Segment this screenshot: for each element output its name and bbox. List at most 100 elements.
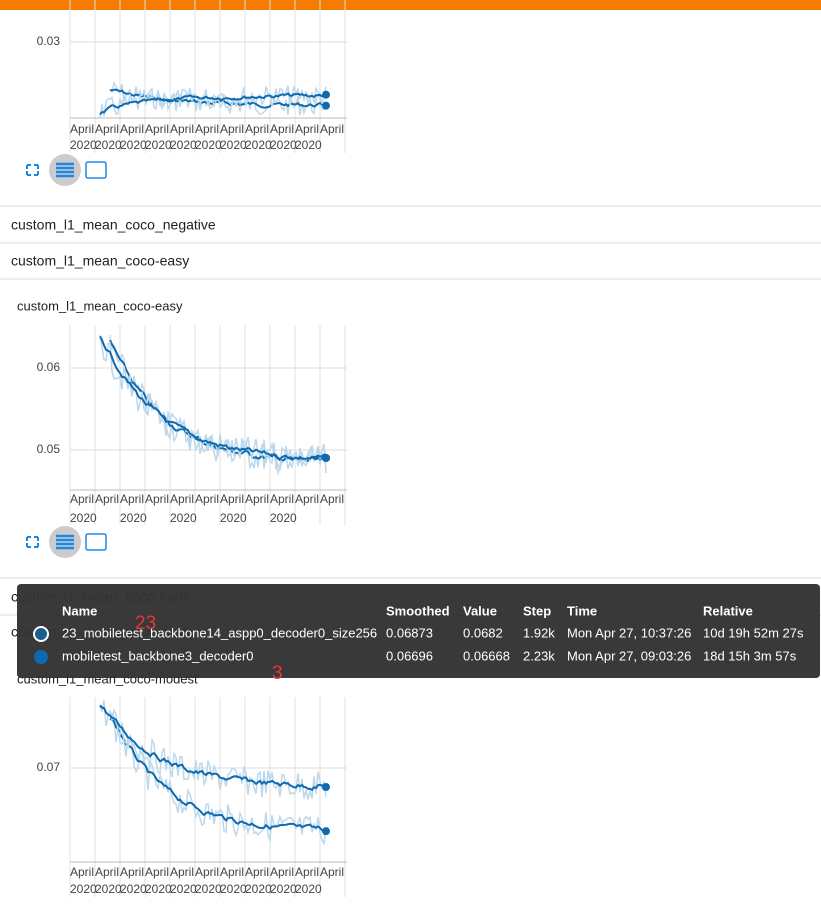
smoothed-line bbox=[99, 92, 327, 116]
x-year-label: 2020 bbox=[120, 511, 147, 525]
end-dot bbox=[322, 454, 330, 463]
y-tick-label: 0.05 bbox=[37, 442, 61, 456]
plot bbox=[99, 700, 327, 846]
plot bbox=[99, 334, 327, 476]
x-tick-label: April bbox=[145, 865, 169, 879]
x-year-label: 2020 bbox=[295, 138, 322, 152]
x-year-label: 2020 bbox=[245, 882, 272, 896]
x-tick-label: April bbox=[245, 865, 269, 879]
x-tick-label: April bbox=[245, 492, 269, 506]
tooltip-header: Value bbox=[463, 603, 497, 618]
x-year-label: 2020 bbox=[70, 138, 97, 152]
x-year-label: 2020 bbox=[120, 882, 147, 896]
fullscreen-icon[interactable] bbox=[26, 536, 39, 548]
x-year-label: 2020 bbox=[195, 882, 222, 896]
tooltip-cell: Mon Apr 27, 10:37:26 bbox=[567, 625, 691, 640]
x-tick-label: April bbox=[95, 122, 119, 136]
tooltip-cell: mobiletest_backbone3_decoder0 bbox=[62, 648, 254, 663]
x-tick-label: April bbox=[295, 865, 319, 879]
tooltip-cell: 18d 15h 3m 57s bbox=[703, 648, 797, 663]
tooltip-cell: 2.23k bbox=[523, 648, 555, 663]
x-tick-label: April bbox=[295, 492, 319, 506]
smoothed-line bbox=[99, 704, 327, 792]
tooltip-cell: 0.06668 bbox=[463, 648, 510, 663]
x-tick-label: April bbox=[295, 122, 319, 136]
x-tick-label: April bbox=[195, 122, 219, 136]
x-year-label: 2020 bbox=[245, 138, 272, 152]
x-year-label: 2020 bbox=[195, 138, 222, 152]
annotation: 3 bbox=[272, 663, 283, 684]
x-tick-label: April bbox=[270, 492, 294, 506]
toggle-bg[interactable] bbox=[49, 526, 81, 558]
x-year-label: 2020 bbox=[95, 138, 122, 152]
tooltip-cell: Mon Apr 27, 09:03:26 bbox=[567, 648, 691, 663]
x-year-label: 2020 bbox=[145, 882, 172, 896]
tooltip-header: Smoothed bbox=[386, 603, 450, 618]
x-year-label: 2020 bbox=[220, 511, 247, 525]
x-year-label: 2020 bbox=[95, 882, 122, 896]
y-tick-label: 0.06 bbox=[37, 360, 61, 374]
x-tick-label: April bbox=[120, 122, 144, 136]
x-tick-label: April bbox=[220, 492, 244, 506]
x-year-label: 2020 bbox=[270, 138, 297, 152]
end-dot bbox=[322, 783, 330, 792]
x-year-label: 2020 bbox=[270, 882, 297, 896]
x-tick-label: April bbox=[95, 865, 119, 879]
fit-icon[interactable] bbox=[85, 161, 107, 179]
end-dot bbox=[322, 90, 330, 99]
y-tick-label: 0.07 bbox=[37, 760, 61, 774]
annotation: 23 bbox=[135, 613, 156, 634]
lines-icon[interactable] bbox=[56, 534, 74, 550]
lines-icon[interactable] bbox=[56, 162, 74, 178]
tooltip-header: Step bbox=[523, 603, 551, 618]
tooltip-cell: 23_mobiletest_backbone14_aspp0_decoder0_… bbox=[62, 625, 377, 640]
raw-line bbox=[99, 85, 327, 118]
x-tick-label: April bbox=[170, 492, 194, 506]
x-tick-label: April bbox=[170, 865, 194, 879]
fullscreen-icon[interactable] bbox=[26, 164, 39, 176]
x-year-label: 2020 bbox=[170, 882, 197, 896]
plot bbox=[99, 81, 327, 118]
x-tick-label: April bbox=[145, 492, 169, 506]
x-tick-label: April bbox=[320, 865, 344, 879]
end-dot bbox=[322, 101, 330, 110]
x-year-label: 2020 bbox=[170, 138, 197, 152]
tooltip-header: Relative bbox=[703, 603, 753, 618]
raw-line bbox=[99, 335, 327, 474]
x-tick-label: April bbox=[170, 122, 194, 136]
top-bar bbox=[0, 0, 821, 10]
x-year-label: 2020 bbox=[145, 138, 172, 152]
x-year-label: 2020 bbox=[295, 882, 322, 896]
x-tick-label: April bbox=[195, 492, 219, 506]
x-tick-label: April bbox=[145, 122, 169, 136]
x-year-label: 2020 bbox=[70, 882, 97, 896]
tooltip-cell: 0.0682 bbox=[463, 625, 503, 640]
tooltip-cell: 10d 19h 52m 27s bbox=[703, 625, 804, 640]
card-title: custom_l1_mean_coco-easy bbox=[17, 298, 183, 313]
smoothed-line bbox=[109, 717, 327, 834]
x-tick-label: April bbox=[245, 122, 269, 136]
x-tick-label: April bbox=[120, 865, 144, 879]
x-year-label: 2020 bbox=[70, 511, 97, 525]
y-tick-label: 0.03 bbox=[37, 34, 61, 48]
x-year-label: 2020 bbox=[220, 138, 247, 152]
section-header[interactable]: custom_l1_mean_coco-easy bbox=[11, 253, 189, 269]
x-tick-label: April bbox=[220, 122, 244, 136]
toggle-bg[interactable] bbox=[49, 154, 81, 186]
x-tick-label: April bbox=[70, 492, 94, 506]
end-dot bbox=[322, 827, 330, 836]
tooltip bbox=[17, 584, 820, 678]
x-tick-label: April bbox=[195, 865, 219, 879]
fit-icon[interactable] bbox=[85, 533, 107, 551]
series-swatch bbox=[34, 650, 48, 664]
x-tick-label: April bbox=[270, 122, 294, 136]
tooltip-cell: 0.06873 bbox=[386, 625, 433, 640]
x-year-label: 2020 bbox=[170, 511, 197, 525]
series-swatch bbox=[33, 626, 49, 642]
section-header[interactable]: custom_l1_mean_coco_negative bbox=[11, 217, 216, 233]
tooltip-header: Name bbox=[62, 603, 97, 618]
x-year-label: 2020 bbox=[220, 882, 247, 896]
tooltip-cell: 0.06696 bbox=[386, 648, 433, 663]
x-tick-label: April bbox=[120, 492, 144, 506]
